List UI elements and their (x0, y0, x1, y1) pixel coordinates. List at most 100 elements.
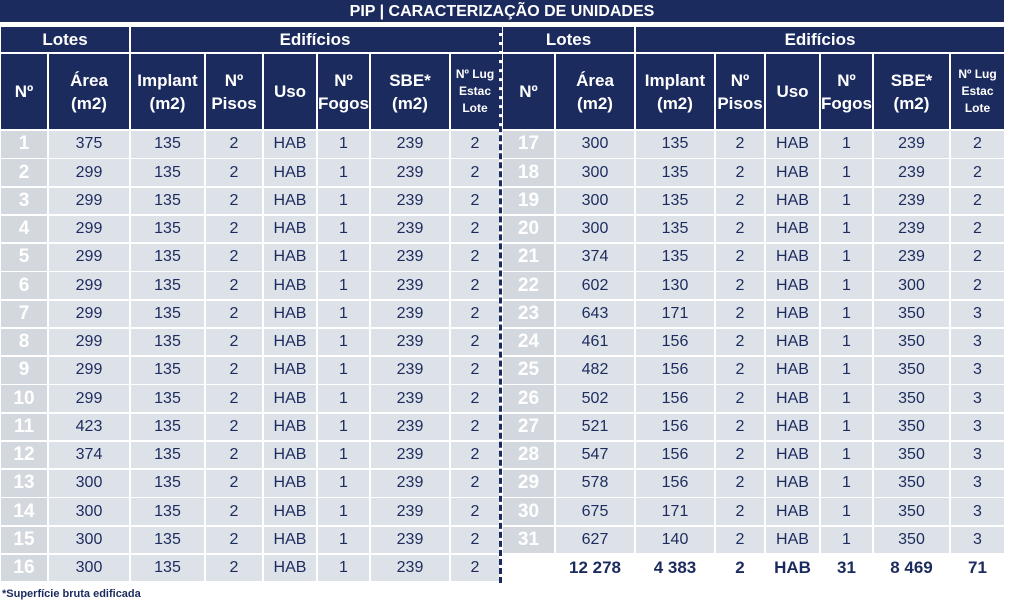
table-cell: 135 (636, 187, 714, 214)
lot-number: 24 (503, 328, 554, 356)
lot-number: 28 (503, 441, 554, 469)
total-cell: 4 383 (636, 554, 714, 582)
table-cell: 2 (206, 187, 262, 214)
table-cell: 171 (636, 498, 714, 525)
table-cell: 2 (451, 272, 499, 299)
table-cell: 3 (951, 413, 1004, 440)
table-cell: 375 (49, 131, 129, 158)
column-header: Área (m2) (49, 54, 129, 129)
table-cell: 239 (371, 300, 449, 327)
table-cell: 135 (131, 272, 204, 299)
table-cell: 3 (951, 357, 1004, 384)
table-cell: 1 (318, 272, 369, 299)
lot-number: 15 (1, 526, 47, 553)
table-cell: HAB (264, 413, 316, 440)
table-cell: HAB (766, 244, 819, 271)
table-cell: 299 (49, 159, 129, 186)
total-cell: HAB (766, 554, 819, 582)
lot-number: 30 (503, 498, 554, 525)
table-cell: 135 (131, 470, 204, 497)
table-cell: 1 (318, 498, 369, 525)
table-cell: HAB (264, 498, 316, 525)
table-cell: 547 (556, 441, 634, 469)
group-header: Lotes (1, 27, 129, 52)
table-cell: 643 (556, 300, 634, 327)
table-cell: 1 (821, 357, 872, 384)
table-cell: 239 (874, 131, 949, 158)
table-cell: HAB (766, 215, 819, 243)
table-cell: 2 (716, 131, 764, 158)
title: PIP | CARACTERIZAÇÃO DE UNIDADES (0, 0, 1004, 22)
table-cell: 135 (131, 328, 204, 356)
table-cell: 1 (318, 441, 369, 469)
table-cell: 239 (371, 498, 449, 525)
table-cell: 1 (821, 131, 872, 158)
total-cell: 31 (821, 554, 872, 582)
column-header: Uso (264, 54, 316, 129)
table-cell: 300 (49, 526, 129, 553)
table-cell: HAB (264, 159, 316, 186)
table-cell: 300 (49, 554, 129, 582)
table-cell: 2 (206, 526, 262, 553)
table-cell: 350 (874, 498, 949, 525)
column-header: SBE* (m2) (874, 54, 949, 129)
table-cell: 1 (821, 215, 872, 243)
total-cell: 12 278 (556, 554, 634, 582)
column-header: Nº Lug Estac Lote (451, 54, 499, 129)
table-cell: 2 (451, 470, 499, 497)
table-cell: 2 (451, 498, 499, 525)
table-cell: 2 (206, 328, 262, 356)
lot-number: 21 (503, 244, 554, 271)
table-cell: 135 (131, 554, 204, 582)
table-cell: 2 (716, 159, 764, 186)
lot-number: 6 (1, 272, 47, 299)
lot-number: 22 (503, 272, 554, 299)
table-cell: 239 (371, 413, 449, 440)
table-cell: 239 (371, 328, 449, 356)
table-cell: 300 (556, 215, 634, 243)
table-cell: 239 (371, 357, 449, 384)
table-cell: 135 (131, 159, 204, 186)
table-cell: HAB (766, 470, 819, 497)
table-cell: 1 (821, 159, 872, 186)
lot-number: 7 (1, 300, 47, 327)
table-cell: 423 (49, 413, 129, 440)
table-cell: 2 (206, 470, 262, 497)
lot-number: 2 (1, 159, 47, 186)
table-cell: 1 (318, 159, 369, 186)
lot-number: 23 (503, 300, 554, 327)
table-cell: 1 (318, 413, 369, 440)
table-cell: 3 (951, 328, 1004, 356)
table-cell: 300 (49, 470, 129, 497)
table-cell: 3 (951, 300, 1004, 327)
table-cell: 239 (371, 385, 449, 412)
table-cell: 239 (874, 244, 949, 271)
table-cell: HAB (264, 554, 316, 582)
table-cell: 1 (318, 554, 369, 582)
table-cell: 239 (874, 215, 949, 243)
table-cell: 1 (318, 526, 369, 553)
table-cell: 1 (318, 328, 369, 356)
table-cell: 2 (951, 187, 1004, 214)
footnote: *Superfície bruta edificada (2, 588, 141, 600)
table-cell: 239 (371, 131, 449, 158)
table-cell: 239 (371, 526, 449, 553)
table-cell: 2 (451, 328, 499, 356)
lot-number: 11 (1, 413, 47, 440)
table-cell: 2 (206, 441, 262, 469)
lot-number: 16 (1, 554, 47, 582)
table-cell: 1 (318, 357, 369, 384)
column-header: Nº Pisos (206, 54, 262, 129)
table-cell: 1 (821, 328, 872, 356)
table-cell: 2 (716, 470, 764, 497)
table-cell: 1 (318, 244, 369, 271)
table-cell: 2 (716, 215, 764, 243)
table-cell: 2 (951, 131, 1004, 158)
column-header: Nº Fogos (318, 54, 369, 129)
table-cell: 135 (131, 131, 204, 158)
lot-number: 5 (1, 244, 47, 271)
table-cell: 1 (318, 385, 369, 412)
table-cell: HAB (264, 187, 316, 214)
table-cell: HAB (766, 272, 819, 299)
table-cell: HAB (264, 244, 316, 271)
